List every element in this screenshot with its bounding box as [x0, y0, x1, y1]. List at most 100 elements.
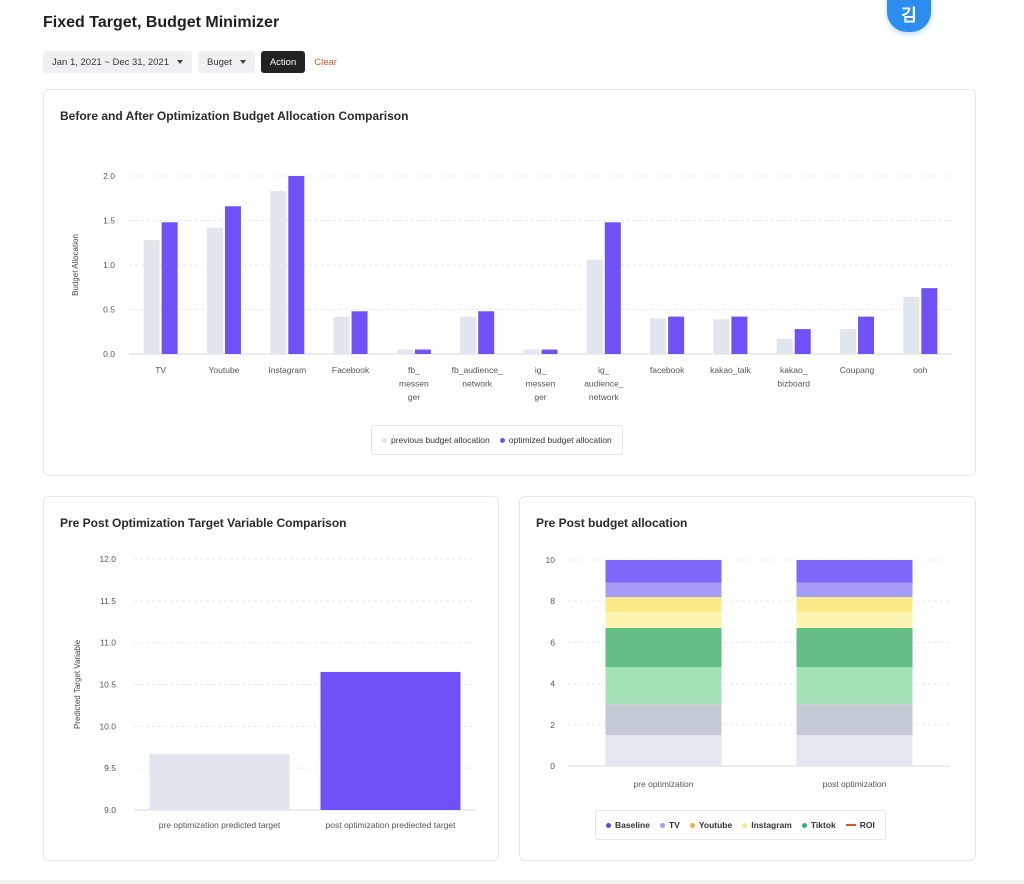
- x-tick-label: ger: [408, 392, 420, 402]
- previous-allocation-bar: [903, 297, 920, 354]
- x-tick-label: ger: [534, 392, 546, 402]
- x-tick-label: pre optimization predicted target: [159, 820, 281, 830]
- x-tick-label: post optimization: [823, 779, 887, 789]
- target-chart: 9.0 9.5 10.0 10.5 11.0 11.5 12.0 Predicted Targ…: [73, 554, 476, 830]
- legend-item-tiktok[interactable]: Tiktok: [801, 820, 836, 830]
- optimized-allocation-bar: [161, 222, 178, 354]
- stacked-segment: [605, 704, 722, 736]
- legend-label: optimized budget allocation: [508, 435, 612, 445]
- allocation-legend: previous budget allocation optimized bud…: [371, 425, 623, 455]
- y-tick-label: 0.0: [103, 349, 115, 359]
- date-range-select[interactable]: Jan 1, 2021 ~ Dec 31, 2021: [43, 51, 192, 73]
- y-tick-label: 0: [550, 761, 555, 771]
- x-tick-label: TV: [155, 365, 166, 375]
- clear-button[interactable]: Clear: [314, 56, 337, 68]
- y-tick-label: 11.0: [100, 638, 116, 648]
- budget-allocation-card: Pre Post budget allocation 0 2 4 6 8 10 pre op…: [519, 496, 976, 861]
- previous-allocation-bar: [650, 318, 667, 354]
- y-tick-label: 9.5: [104, 763, 116, 773]
- legend-item-optimized[interactable]: optimized budget allocation: [499, 435, 612, 445]
- target-comparison-card: Pre Post Optimization Target Variable Co…: [43, 496, 499, 861]
- y-tick-label: 2: [550, 720, 555, 730]
- chevron-down-icon: [239, 60, 246, 64]
- optimized-allocation-bar: [288, 176, 305, 354]
- action-button[interactable]: Action: [260, 51, 306, 73]
- avatar[interactable]: 김: [887, 0, 931, 32]
- x-tick-label: network: [462, 379, 493, 389]
- legend-item-instagram[interactable]: Instagram: [742, 820, 792, 830]
- y-tick-label: 1.0: [103, 260, 115, 270]
- stacked-segment: [796, 704, 913, 736]
- legend-item-youtube[interactable]: Youtube: [689, 820, 733, 830]
- stacked-segment: [605, 611, 722, 628]
- x-tick-label: ig_: [598, 365, 610, 375]
- post-target-bar: [320, 671, 461, 810]
- x-tick-label: bizboard: [777, 379, 810, 389]
- dot-marker-icon: [801, 822, 807, 828]
- stacked-segment: [796, 611, 913, 628]
- x-tick-label: Instagram: [268, 365, 306, 375]
- previous-allocation-bar: [460, 316, 477, 354]
- x-tick-label: Facebook: [332, 365, 370, 375]
- filter-bar: Jan 1, 2021 ~ Dec 31, 2021 Buget Action …: [43, 51, 337, 73]
- stacked-segment: [605, 582, 722, 598]
- previous-legend-dot: [382, 437, 387, 443]
- legend-label: previous budget allocation: [391, 435, 490, 445]
- optimized-allocation-bar: [668, 316, 685, 354]
- stacked-segment: [605, 560, 722, 583]
- y-tick-label: 2.0: [103, 171, 115, 181]
- y-tick-label: 9.0: [104, 805, 116, 815]
- legend-item-tv[interactable]: TV: [659, 820, 680, 830]
- date-range-label: Jan 1, 2021 ~ Dec 31, 2021: [52, 56, 169, 68]
- y-tick-label: 4: [550, 679, 555, 689]
- stacked-segment: [796, 627, 913, 668]
- chevron-down-icon: [177, 60, 183, 64]
- stacked-segment: [796, 667, 913, 705]
- pre-target-bar: [149, 753, 290, 810]
- x-tick-label: audience_: [584, 379, 624, 389]
- x-tick-label: facebook: [650, 365, 685, 375]
- stacked-segment: [605, 735, 722, 766]
- y-tick-label: 11.5: [100, 596, 116, 606]
- legend-item-baseline[interactable]: Baseline: [606, 820, 650, 830]
- legend-item-roi[interactable]: ROI: [845, 820, 875, 830]
- allocation-chart-title: Before and After Optimization Budget All…: [60, 109, 409, 123]
- y-tick-label: 8: [550, 596, 555, 606]
- x-tick-label: kakao_talk: [710, 365, 751, 375]
- previous-allocation-bar: [523, 349, 540, 354]
- optimized-allocation-bar: [541, 349, 558, 354]
- x-tick-label: fb_: [408, 365, 420, 375]
- dot-marker-icon: [689, 822, 695, 828]
- optimized-allocation-bar: [414, 349, 431, 354]
- legend-label: Youtube: [698, 820, 733, 830]
- allocation-comparison-card: Before and After Optimization Budget All…: [43, 89, 976, 476]
- stacked-segment: [796, 735, 913, 766]
- legend-label: ROI: [859, 820, 875, 830]
- optimized-allocation-bar: [224, 206, 241, 354]
- budget-select[interactable]: Buget: [198, 51, 255, 73]
- stacked-legend: Baseline TV Youtube Instagram Tiktok ROI: [595, 810, 886, 840]
- y-tick-label: 12.0: [99, 554, 116, 564]
- optimized-allocation-bar: [351, 311, 368, 354]
- dot-marker-icon: [606, 822, 611, 828]
- x-tick-label: Youtube: [209, 365, 240, 375]
- previous-allocation-bar: [270, 191, 287, 354]
- previous-allocation-bar: [713, 319, 730, 354]
- page-title: Fixed Target, Budget Minimizer: [43, 14, 280, 31]
- y-axis-label: Predicted Target Variable: [73, 639, 82, 729]
- stacked-segment: [605, 627, 722, 668]
- x-tick-label: messen: [399, 379, 429, 389]
- y-tick-label: 0.5: [103, 305, 115, 315]
- optimized-allocation-bar: [478, 311, 495, 354]
- legend-label: Baseline: [615, 820, 650, 830]
- dot-marker-icon: [742, 822, 748, 828]
- target-chart-title: Pre Post Optimization Target Variable Co…: [60, 516, 347, 530]
- legend-item-previous[interactable]: previous budget allocation: [382, 435, 490, 445]
- stacked-chart-title: Pre Post budget allocation: [536, 516, 688, 530]
- x-tick-label: ig_: [535, 365, 547, 375]
- y-tick-label: 10.0: [99, 721, 116, 731]
- dot-marker-icon: [659, 822, 665, 828]
- legend-label: Tiktok: [810, 820, 836, 830]
- previous-allocation-bar: [396, 349, 413, 354]
- stacked-segment: [605, 667, 722, 705]
